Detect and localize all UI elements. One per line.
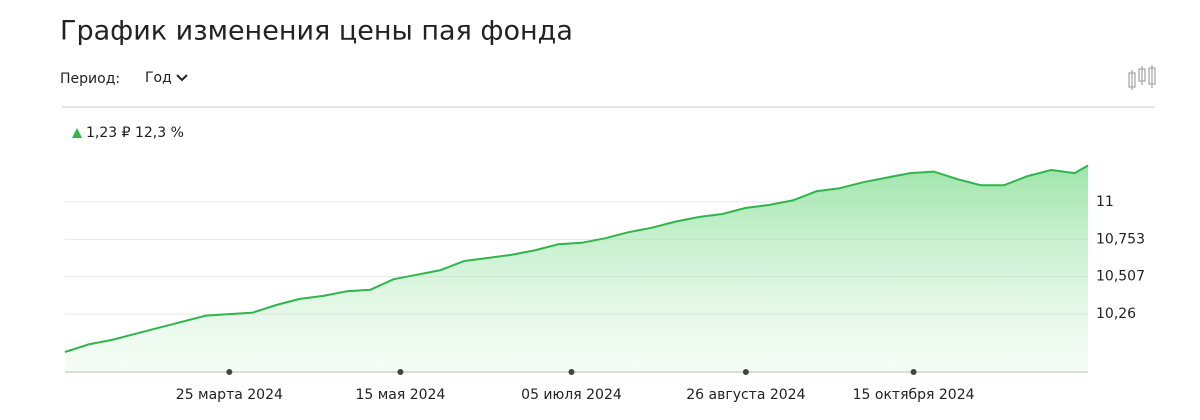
period-select[interactable]: Год <box>145 70 172 86</box>
change-label: 1,23 ₽ 12,3 % <box>86 125 184 141</box>
chevron[interactable] <box>176 74 188 82</box>
y-tick-label: 10,753 <box>1096 231 1145 247</box>
period-label: Период: <box>60 71 120 87</box>
x-tick <box>910 369 917 375</box>
x-tick <box>226 369 233 375</box>
x-tick-label: 25 марта 2024 <box>176 387 283 403</box>
y-tick-label: 10,26 <box>1096 306 1136 322</box>
x-tick-label: 15 октября 2024 <box>853 387 975 403</box>
candle-icon[interactable] <box>1128 65 1156 90</box>
x-tick <box>568 369 575 375</box>
page-title: График изменения цены пая фонда <box>60 16 573 47</box>
y-tick-label: 11 <box>1096 194 1114 210</box>
y-tick-label: 10,507 <box>1096 269 1145 285</box>
up-arrow <box>72 128 82 138</box>
x-tick-label: 05 июля 2024 <box>521 387 622 403</box>
x-tick-label: 26 августа 2024 <box>686 387 805 403</box>
x-tick-label: 15 мая 2024 <box>355 387 445 403</box>
line <box>64 164 1089 353</box>
x-tick <box>742 369 749 375</box>
x-tick <box>397 369 404 375</box>
area <box>65 165 1088 372</box>
